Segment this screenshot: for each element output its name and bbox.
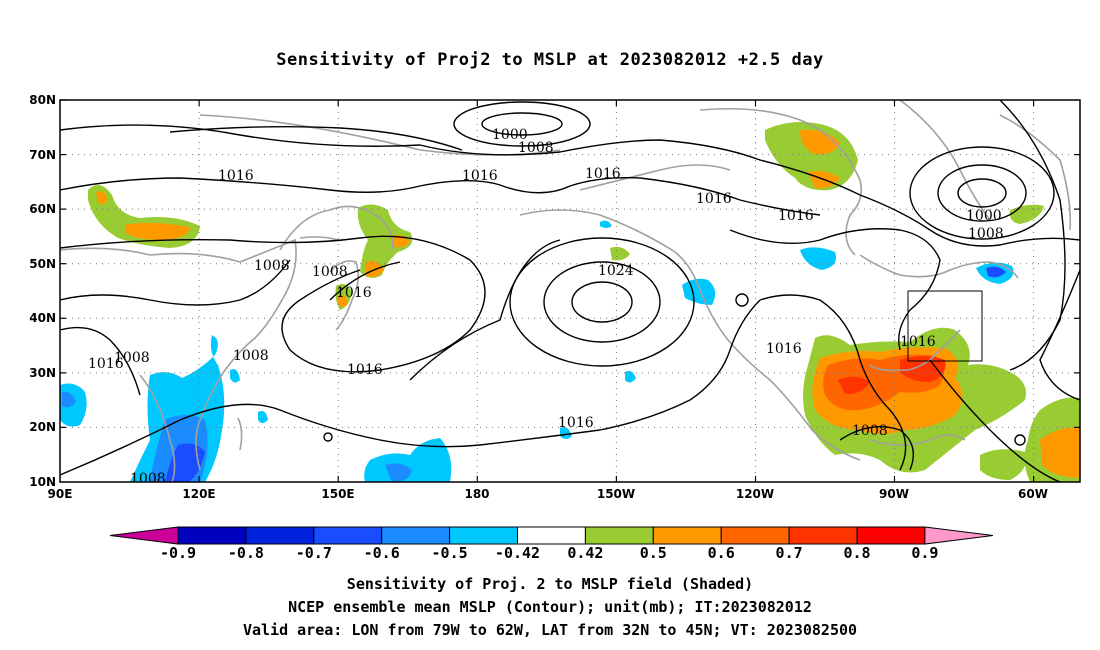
mslp-contours: [60, 100, 1080, 482]
colorbar-tick-label: -0.5: [432, 544, 468, 562]
contour-label: 1024: [598, 263, 634, 279]
colorbar-tick-label: -0.42: [495, 544, 540, 562]
contour-label: 1016: [336, 285, 372, 301]
lat-label: 10N: [29, 475, 56, 489]
map-frame: [59, 99, 1081, 483]
lat-label: 40N: [29, 311, 56, 325]
contour-label: 1008: [968, 226, 1004, 242]
lon-label: 150W: [597, 487, 635, 501]
contour-label: 1016: [88, 356, 124, 372]
contour-label: 1008: [254, 258, 290, 274]
contour-label: 1008: [518, 140, 554, 156]
contour-label: 1008: [114, 350, 150, 366]
colorbar-arrow-left: [109, 526, 179, 545]
lat-label: 70N: [29, 148, 56, 162]
colorbar: [109, 526, 993, 545]
colorbar-tick-label: -0.7: [296, 544, 332, 562]
colorbar-tick-label: 0.8: [843, 544, 870, 562]
colorbar-swatch: [517, 526, 586, 545]
colorbar-tick-label: 0.9: [911, 544, 938, 562]
colorbar-tick-label: 0.42: [567, 544, 603, 562]
colorbar-swatch: [313, 526, 383, 545]
contour-label: 1000: [966, 208, 1002, 224]
contour-label: 1016: [347, 362, 383, 378]
contour-label: 1016: [900, 334, 936, 350]
contour-label: 1016: [462, 168, 498, 184]
lon-labels: 90E 120E 150E 180 150W 120W 90W 60W: [48, 487, 1048, 501]
contour-labels: 1000 1008 1016 1016 1016 1016 1016 1000 …: [88, 127, 1004, 487]
colorbar-swatch: [856, 526, 926, 545]
caption-line-2: NCEP ensemble mean MSLP (Contour); unit(…: [288, 598, 812, 616]
colorbar-swatch: [381, 526, 451, 545]
colorbar-tick-label: -0.8: [228, 544, 264, 562]
lat-labels: 80N 70N 60N 50N 40N 30N 20N 10N: [29, 93, 56, 489]
contour-label: 1016: [218, 168, 254, 184]
colorbar-swatch: [245, 526, 315, 545]
colorbar-arrow-right: [924, 526, 993, 545]
colorbar-labels: -0.9 -0.8 -0.7 -0.6 -0.5 -0.42 0.42 0.5 0.6 0.7 0.…: [160, 544, 939, 562]
colorbar-tick-label: 0.6: [708, 544, 735, 562]
lon-label: 150E: [321, 487, 354, 501]
colorbar-swatch: [584, 526, 654, 545]
lon-label: 180: [464, 487, 489, 501]
caption-line-3: Valid area: LON from 79W to 62W, LAT fro…: [242, 621, 858, 639]
caption-line-1: Sensitivity of Proj. 2 to MSLP field (Sh…: [346, 575, 754, 593]
colorbar-tick-label: -0.6: [364, 544, 400, 562]
contour-label: 1016: [778, 208, 814, 224]
sensitivity-shading: [60, 122, 1080, 482]
colorbar-swatch: [652, 526, 722, 545]
colorbar-tick-label: 0.7: [776, 544, 803, 562]
lat-label: 50N: [29, 257, 56, 271]
colorbar-swatch: [449, 526, 519, 545]
contour-label: 1008: [130, 471, 166, 487]
valid-area-box: [907, 290, 983, 362]
colorbar-swatch: [788, 526, 858, 545]
tick-marks: [60, 99, 1080, 482]
lon-label: 120W: [736, 487, 774, 501]
contour-label: 1016: [696, 191, 732, 207]
chart-title: Sensitivity of Proj2 to MSLP at 20230820…: [276, 50, 824, 70]
contour-label: 1008: [233, 348, 269, 364]
lon-label: 120E: [182, 487, 215, 501]
lat-label: 20N: [29, 420, 56, 434]
lat-label: 60N: [29, 202, 56, 216]
colorbar-tick-label: 0.5: [640, 544, 667, 562]
lat-label: 30N: [29, 366, 56, 380]
lon-label: 90E: [48, 487, 73, 501]
colorbar-tick-label: -0.9: [160, 544, 196, 562]
lon-label: 90W: [879, 487, 909, 501]
contour-label: 1008: [312, 264, 348, 280]
lon-label: 60W: [1018, 487, 1048, 501]
contour-label: 1008: [852, 423, 888, 439]
contour-label: 1016: [558, 415, 594, 431]
lat-label: 80N: [29, 93, 56, 107]
colorbar-swatch: [177, 526, 247, 545]
colorbar-swatch: [720, 526, 790, 545]
grid-lines: [60, 100, 1080, 482]
contour-label: 1016: [585, 166, 621, 182]
contour-label: 1000: [492, 127, 528, 143]
contour-label: 1016: [766, 341, 802, 357]
